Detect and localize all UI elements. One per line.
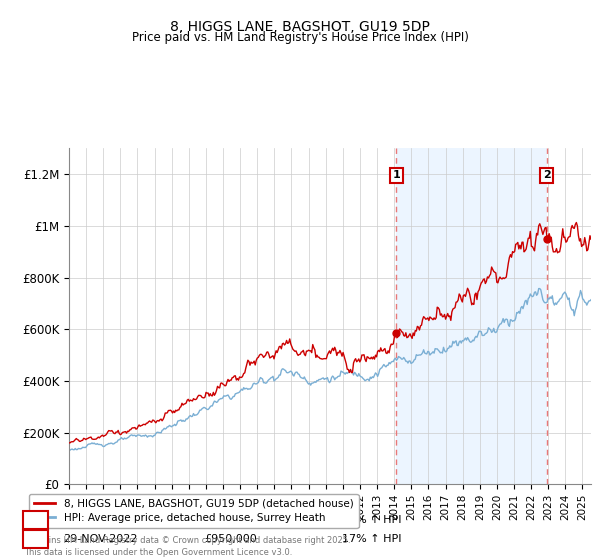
Text: 29-NOV-2022: 29-NOV-2022 [63,534,137,544]
Text: £950,000: £950,000 [204,534,257,544]
Text: 17% ↑ HPI: 17% ↑ HPI [342,534,401,544]
Legend: 8, HIGGS LANE, BAGSHOT, GU19 5DP (detached house), HPI: Average price, detached : 8, HIGGS LANE, BAGSHOT, GU19 5DP (detach… [29,493,359,528]
Text: 8, HIGGS LANE, BAGSHOT, GU19 5DP: 8, HIGGS LANE, BAGSHOT, GU19 5DP [170,20,430,34]
Text: 18-FEB-2014: 18-FEB-2014 [63,515,134,525]
Text: 2: 2 [32,534,39,544]
Text: 12% ↑ HPI: 12% ↑ HPI [342,515,401,525]
Text: 1: 1 [392,170,400,180]
Bar [396,148,547,484]
Text: £585,000: £585,000 [204,515,257,525]
Text: 1: 1 [32,515,39,525]
Text: Contains HM Land Registry data © Crown copyright and database right 2025.
This d: Contains HM Land Registry data © Crown c… [24,536,350,557]
Text: Price paid vs. HM Land Registry's House Price Index (HPI): Price paid vs. HM Land Registry's House … [131,31,469,44]
Text: 2: 2 [543,170,551,180]
